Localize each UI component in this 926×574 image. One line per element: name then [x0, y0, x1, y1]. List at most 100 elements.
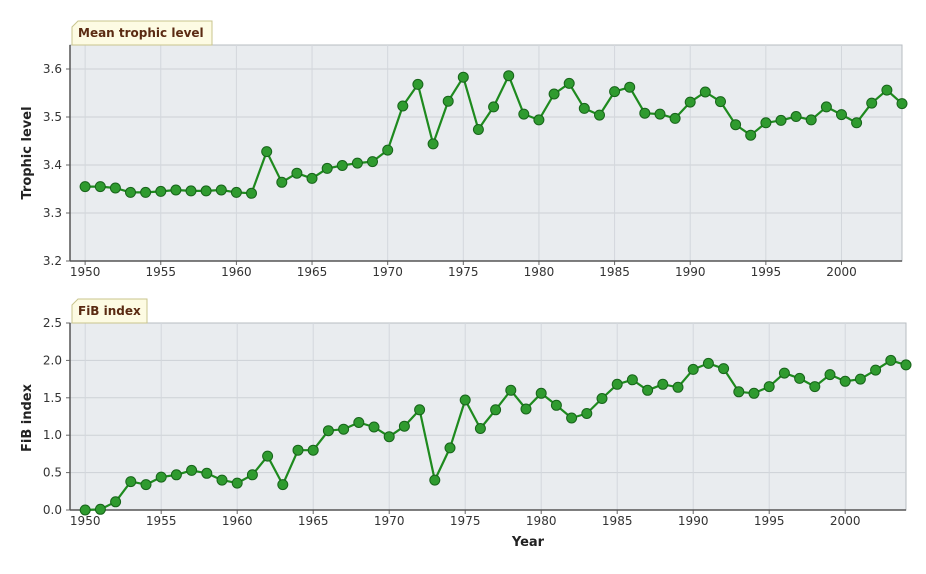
data-point-1963	[276, 176, 288, 188]
chart-title-tab	[71, 298, 148, 324]
data-point-1967	[336, 160, 348, 171]
data-point-1974	[444, 442, 456, 454]
data-point-1990	[684, 96, 696, 108]
data-point-1996	[778, 367, 790, 379]
data-point-2004	[896, 98, 908, 110]
data-point-1971	[398, 420, 410, 432]
data-point-1972	[412, 78, 424, 90]
x-tick-label: 1955	[145, 265, 176, 279]
x-axis-title: Year	[511, 535, 545, 550]
data-point-1951	[94, 503, 106, 515]
x-tick-label: 1985	[599, 265, 630, 279]
data-point-1951	[94, 181, 106, 193]
data-point-1959	[216, 474, 228, 486]
data-point-2003	[885, 354, 897, 366]
x-tick-label: 1985	[602, 514, 633, 528]
data-point-1961	[246, 469, 258, 481]
data-point-1961	[246, 187, 257, 199]
data-point-1997	[790, 111, 802, 122]
data-point-1994	[745, 129, 757, 141]
data-point-1993	[733, 386, 745, 398]
data-point-2002	[866, 97, 878, 109]
data-point-2002	[870, 364, 882, 376]
x-tick-label: 1960	[221, 265, 252, 279]
data-point-1970	[382, 144, 394, 156]
data-point-2001	[851, 117, 863, 129]
data-point-2000	[836, 109, 847, 121]
data-point-1955	[155, 185, 167, 197]
data-point-1950	[79, 504, 91, 516]
data-point-1962	[261, 146, 273, 158]
data-point-1963	[277, 479, 289, 491]
y-tick-label: 1.0	[43, 428, 62, 442]
x-tick-label: 1960	[222, 514, 253, 528]
data-point-1978	[505, 384, 517, 396]
data-point-1984	[596, 393, 608, 404]
data-point-2004	[900, 359, 912, 371]
data-point-1979	[520, 403, 532, 415]
x-tick-label: 1970	[372, 265, 403, 279]
y-tick-label: 3.4	[43, 158, 62, 172]
data-point-1989	[669, 112, 681, 124]
data-point-1986	[624, 81, 636, 93]
data-point-1956	[170, 184, 182, 196]
chart-title-tab	[71, 20, 213, 46]
data-point-1999	[824, 369, 836, 381]
data-point-1987	[639, 107, 651, 119]
data-point-1975	[459, 394, 471, 406]
x-tick-label: 1990	[675, 265, 706, 279]
data-point-1985	[609, 86, 621, 98]
data-point-1989	[672, 381, 684, 393]
data-point-1994	[748, 387, 760, 399]
data-point-1977	[488, 101, 500, 113]
data-point-1965	[306, 172, 318, 184]
x-tick-label: 1950	[70, 265, 101, 279]
data-point-1990	[687, 363, 699, 375]
data-point-1953	[125, 186, 136, 198]
y-tick-label: 1.5	[43, 391, 62, 405]
x-tick-label: 1975	[450, 514, 481, 528]
x-tick-label: 1955	[146, 514, 177, 528]
x-tick-label: 1995	[754, 514, 785, 528]
x-tick-label: 2000	[830, 514, 861, 528]
data-point-1992	[715, 96, 726, 108]
data-point-1965	[307, 444, 319, 456]
data-point-1978	[503, 70, 515, 82]
data-point-1952	[109, 182, 121, 194]
data-point-1980	[533, 114, 545, 126]
data-point-1998	[805, 114, 817, 126]
x-tick-label: 1965	[298, 514, 329, 528]
y-tick-label: 3.3	[43, 206, 62, 220]
x-tick-label: 1995	[751, 265, 782, 279]
data-point-1964	[292, 444, 304, 456]
y-axis-title: FiB index	[20, 383, 35, 452]
data-point-1997	[794, 372, 806, 384]
data-point-1968	[351, 157, 363, 169]
data-layer	[79, 354, 912, 516]
y-tick-label: 2.0	[43, 353, 62, 367]
chart-title: Mean trophic level	[78, 26, 204, 40]
data-point-1964	[291, 167, 303, 179]
data-point-1981	[548, 88, 560, 100]
data-point-1959	[215, 184, 227, 196]
data-point-1950	[79, 181, 91, 193]
data-point-2000	[839, 375, 851, 387]
x-tick-label: 1980	[526, 514, 557, 528]
data-point-1970	[383, 431, 395, 443]
chart-title: FiB index	[78, 304, 141, 318]
data-point-1973	[427, 138, 439, 150]
data-point-1996	[775, 114, 787, 126]
data-point-1966	[322, 425, 334, 437]
data-point-1953	[125, 476, 137, 488]
y-tick-label: 0.0	[43, 503, 62, 517]
data-point-1995	[760, 117, 772, 129]
data-point-1988	[657, 378, 669, 390]
data-point-1973	[429, 474, 441, 486]
data-point-1980	[535, 387, 547, 399]
data-layer	[79, 70, 908, 199]
x-tick-label: 2000	[826, 265, 857, 279]
data-point-1955	[155, 471, 167, 483]
x-tick-label: 1970	[374, 514, 405, 528]
data-point-1983	[578, 102, 590, 114]
